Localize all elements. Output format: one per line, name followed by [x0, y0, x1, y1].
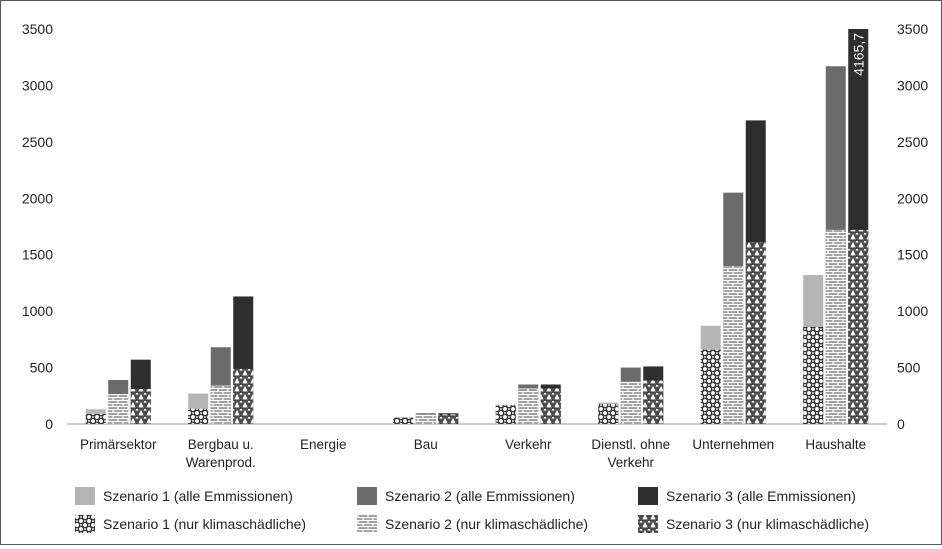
y-tick-label-left: 0 [45, 416, 53, 432]
x-category-label: Verkehr [505, 437, 552, 452]
bar-szenario-1-klima [188, 408, 209, 424]
x-category-label: Haushalte [805, 437, 866, 452]
x-category-label: Energie [300, 437, 347, 452]
bar-szenario-3-klima [233, 368, 254, 424]
x-category-label: Warenprod. [186, 455, 256, 470]
legend-label: Szenario 3 (alle Emmissionen) [666, 488, 856, 504]
legend-swatch [638, 515, 658, 533]
legend-swatch [75, 487, 95, 505]
legend-label: Szenario 1 (alle Emmissionen) [103, 488, 293, 504]
bar-szenario-1-klima [85, 413, 106, 424]
x-category-label: Bergbau u. [188, 437, 254, 452]
bar-szenario-1-klima [495, 405, 516, 424]
bar-szenario-3-klima [130, 389, 151, 424]
legend-swatch [357, 515, 377, 533]
x-category-label: Unternehmen [692, 437, 774, 452]
bar-szenario-1-klima [700, 349, 721, 424]
bar-szenario-2-klima [415, 414, 436, 424]
y-tick-label-left: 3500 [22, 21, 53, 37]
y-tick-label-right: 3500 [897, 21, 928, 37]
x-category-label: Bau [414, 437, 438, 452]
y-tick-label-left: 500 [30, 360, 54, 376]
y-tick-label-left: 1500 [22, 247, 53, 263]
legend-label: Szenario 1 (nur klimaschädliche) [103, 516, 306, 532]
x-category-label: Primärsektor [80, 437, 157, 452]
bar-szenario-3-klima [540, 388, 561, 424]
bar-szenario-1-klima [803, 326, 824, 424]
y-tick-label-right: 500 [897, 360, 921, 376]
y-tick-label-left: 3000 [22, 77, 53, 93]
y-tick-label-left: 1000 [22, 303, 53, 319]
x-category-label: Dienstl. ohne [591, 437, 670, 452]
bar-szenario-3-klima [848, 229, 869, 424]
bar-szenario-2-klima [825, 229, 846, 424]
bar-szenario-2-klima [518, 388, 539, 424]
bar-szenario-3-klima [438, 414, 459, 424]
legend-swatch [638, 487, 658, 505]
bar-szenario-2-klima [723, 266, 744, 424]
y-tick-label-right: 1500 [897, 247, 928, 263]
bar-szenario-2-klima [210, 385, 231, 424]
y-tick-label-right: 3000 [897, 77, 928, 93]
legend-label: Szenario 2 (nur klimaschädliche) [385, 516, 588, 532]
y-tick-label-right: 2500 [897, 134, 928, 150]
data-label-annotation: 4165,7 [850, 33, 866, 76]
y-tick-label-right: 1000 [897, 303, 928, 319]
bar-szenario-2-klima [620, 381, 641, 424]
y-tick-label-left: 2500 [22, 134, 53, 150]
bar-szenario-3-klima [643, 380, 664, 424]
legend-label: Szenario 2 (alle Emmissionen) [385, 488, 575, 504]
bar-szenario-2-klima [108, 394, 129, 424]
x-category-label: Verkehr [607, 455, 654, 470]
bar-szenario-1-klima [598, 404, 619, 424]
legend-swatch [357, 487, 377, 505]
y-tick-label-right: 0 [897, 416, 905, 432]
legend-swatch [75, 515, 95, 533]
bar-szenario-1-klima [393, 417, 414, 424]
y-tick-label-left: 2000 [22, 190, 53, 206]
legend-label: Szenario 3 (nur klimaschädliche) [666, 516, 869, 532]
bar-szenario-3-klima [745, 242, 766, 424]
y-tick-label-right: 2000 [897, 190, 928, 206]
